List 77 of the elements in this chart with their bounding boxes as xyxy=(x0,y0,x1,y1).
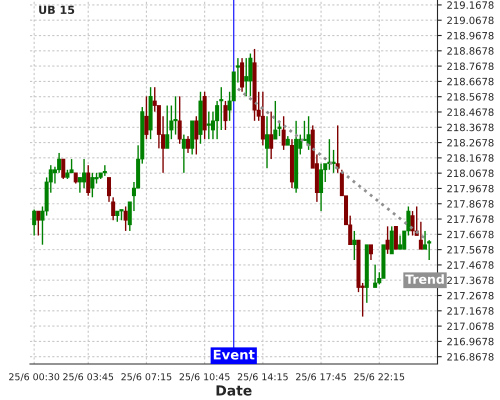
x-tick-label: 25/6 14:15 xyxy=(238,373,288,382)
y-tick-label: 218.0678 xyxy=(447,170,494,178)
x-tick-label: 25/6 00:30 xyxy=(9,373,60,382)
candlestick xyxy=(394,226,398,250)
candlestick xyxy=(186,135,190,154)
x-axis-title: Date xyxy=(216,385,252,396)
y-tick-label: 216.8678 xyxy=(447,353,494,361)
y-tick-label: 218.3678 xyxy=(447,124,494,132)
x-tick-label: 25/6 07:15 xyxy=(121,373,172,382)
candlestick xyxy=(65,169,70,180)
y-tick-label: 217.1678 xyxy=(447,307,494,315)
y-tick-label: 218.1678 xyxy=(447,154,494,162)
candlestick xyxy=(269,110,274,160)
annotation: Event xyxy=(214,350,255,360)
candlestick xyxy=(90,172,94,198)
y-tick-label: 218.2678 xyxy=(447,138,494,147)
candlestick xyxy=(115,210,120,222)
candlestick xyxy=(119,208,124,221)
x-tick-label: 25/6 17:45 xyxy=(296,373,346,382)
y-tick-label: 217.8678 xyxy=(447,200,494,208)
y-tick-label: 218.8678 xyxy=(447,47,494,55)
candlestick xyxy=(244,57,248,98)
y-tick-label: 218.7678 xyxy=(447,62,494,70)
x-tick-label: 25/6 10:45 xyxy=(180,373,230,382)
candlestick xyxy=(124,206,128,232)
y-tick-label: 219.0678 xyxy=(447,16,494,24)
candlestick xyxy=(373,264,378,288)
candlestick xyxy=(174,96,178,136)
y-tick-label: 217.4678 xyxy=(447,261,494,269)
candlestick xyxy=(102,164,107,177)
y-tick-label: 217.6678 xyxy=(447,230,494,238)
y-tick-label: 217.5678 xyxy=(447,246,494,254)
y-tick-label: 217.2678 xyxy=(447,292,494,300)
candlestick xyxy=(36,210,40,236)
candlestick xyxy=(178,96,182,144)
y-tick-label: 219.1678 xyxy=(447,1,494,9)
candlestick xyxy=(144,96,148,140)
candlestick xyxy=(78,176,82,194)
candlestick xyxy=(368,244,373,261)
candlestick xyxy=(398,234,402,250)
candlestick xyxy=(111,196,116,221)
candlestick xyxy=(286,135,290,146)
y-tick-label: 218.5678 xyxy=(447,93,494,101)
candlestick xyxy=(319,162,324,212)
chart-title: UB 15 xyxy=(39,6,74,14)
candlestick xyxy=(282,116,286,151)
candlestick xyxy=(273,100,278,140)
candlestick xyxy=(206,110,211,140)
y-tick-label: 218.9678 xyxy=(447,32,494,40)
candlestick xyxy=(182,134,186,174)
candlestick xyxy=(86,164,90,196)
candlestick xyxy=(94,172,99,184)
candlestick xyxy=(265,116,270,169)
y-tick-label: 217.3678 xyxy=(447,276,494,284)
candlestick xyxy=(248,52,252,98)
x-tick-label: 25/6 03:45 xyxy=(63,373,114,382)
x-tick-label: 25/6 22:15 xyxy=(354,373,404,382)
text: Trend xyxy=(405,274,444,284)
candlestick xyxy=(194,116,198,156)
candlestick xyxy=(386,226,390,255)
y-tick-label: 217.7678 xyxy=(447,215,494,223)
candlestick xyxy=(260,91,265,146)
candlestick xyxy=(352,230,356,261)
candlestick xyxy=(223,100,228,131)
y-tick-label: 216.9678 xyxy=(447,338,494,346)
candlestick xyxy=(165,104,170,150)
candlestick xyxy=(390,226,394,255)
candlestick xyxy=(32,208,36,236)
y-tick-label: 218.6678 xyxy=(447,78,494,86)
y-tick-label: 217.0678 xyxy=(447,322,494,330)
candlestick xyxy=(82,158,86,189)
candlestick xyxy=(61,158,66,180)
candlestick xyxy=(74,172,78,184)
y-tick-label: 217.9678 xyxy=(447,184,494,192)
candlestick xyxy=(418,221,423,250)
candlestick xyxy=(410,210,415,236)
y-tick-label: 218.4678 xyxy=(447,108,494,116)
